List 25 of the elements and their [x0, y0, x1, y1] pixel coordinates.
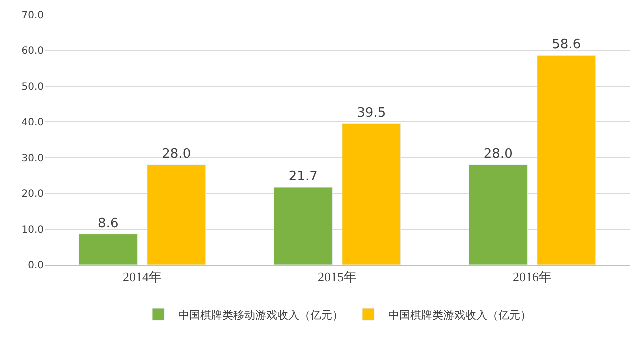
bar — [537, 55, 596, 265]
x-tick-label: 2015年 — [318, 270, 357, 285]
bar — [468, 164, 528, 265]
y-tick-label: 20.0 — [22, 189, 44, 200]
x-tick-label: 2014年 — [123, 270, 162, 285]
data-label: 28.0 — [484, 147, 513, 162]
data-label: 8.6 — [98, 216, 119, 232]
y-tick-label: 50.0 — [22, 82, 44, 93]
data-label: 28.0 — [162, 147, 192, 162]
y-tick-label: 30.0 — [22, 153, 44, 164]
y-tick-label: 40.0 — [22, 118, 44, 129]
data-label: 39.5 — [357, 106, 386, 121]
bar — [342, 124, 402, 265]
data-label: 58.6 — [552, 38, 582, 53]
y-tick-label: 10.0 — [22, 224, 44, 236]
x-tick-label: 2016年 — [513, 270, 552, 285]
data-label: 21.7 — [288, 170, 318, 184]
y-tick-label: 70.0 — [22, 10, 44, 22]
y-tick-label: 0.0 — [28, 260, 44, 272]
bar — [78, 234, 138, 265]
bar — [274, 187, 333, 265]
y-tick-label: 60.0 — [22, 46, 44, 58]
legend-label: 中国棋牌类游戏收入（亿元） — [388, 308, 532, 322]
legend-label: 中国棋牌类移动游戏收入（亿元） — [178, 308, 344, 322]
bar — [147, 164, 206, 265]
